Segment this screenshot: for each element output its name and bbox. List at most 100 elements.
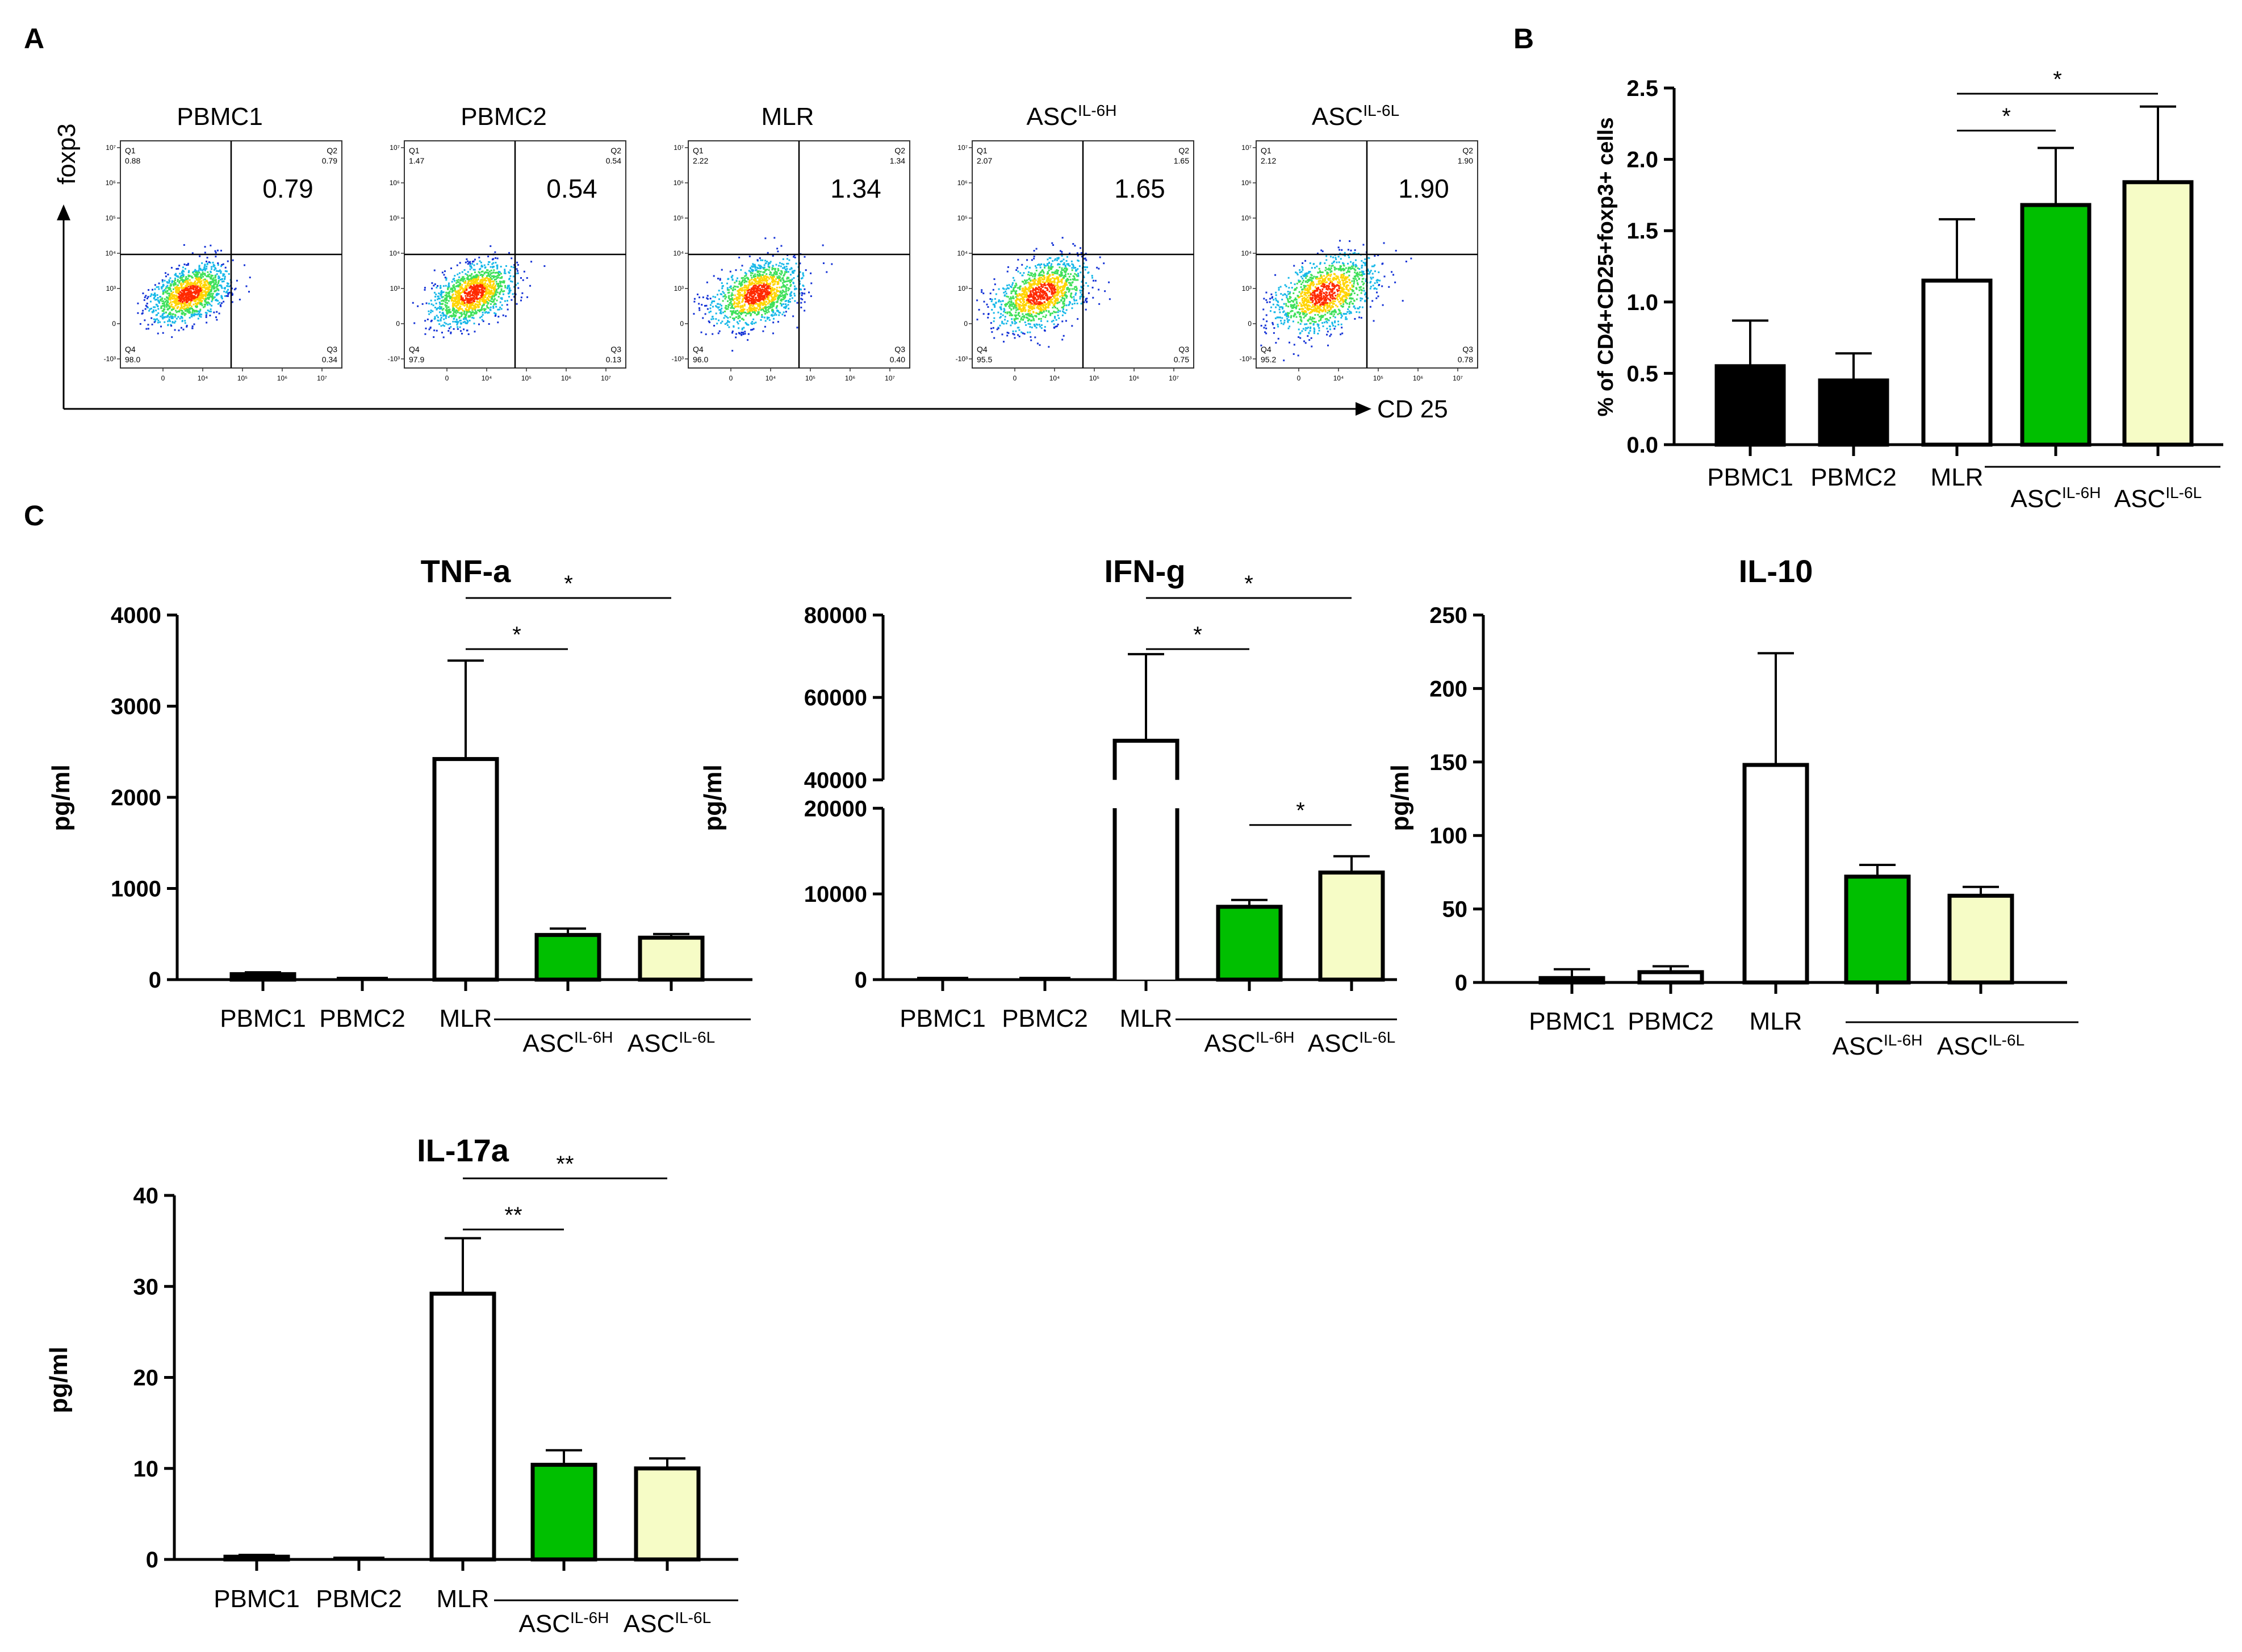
event-dot xyxy=(1045,303,1048,306)
event-dot xyxy=(1002,300,1004,302)
event-dot xyxy=(485,300,487,303)
event-dot xyxy=(187,286,190,288)
event-dot xyxy=(469,303,471,306)
event-dot xyxy=(495,314,497,316)
event-dot xyxy=(1083,301,1085,303)
event-dot xyxy=(457,292,459,295)
event-dot xyxy=(508,285,510,287)
event-dot xyxy=(1040,294,1043,296)
event-dot xyxy=(440,320,442,322)
event-dot xyxy=(459,326,461,328)
event-dot xyxy=(219,302,221,304)
event-dot xyxy=(195,288,197,290)
event-dot xyxy=(763,310,765,312)
event-dot xyxy=(184,299,186,301)
event-dot xyxy=(709,321,711,324)
event-dot xyxy=(472,284,475,286)
event-dot xyxy=(195,306,197,308)
event-dot xyxy=(169,313,171,315)
event-dot xyxy=(743,292,746,295)
event-dot xyxy=(182,274,184,277)
event-dot xyxy=(698,307,701,310)
event-dot xyxy=(1076,299,1078,302)
event-dot xyxy=(465,281,467,283)
event-dot xyxy=(457,284,459,286)
event-dot xyxy=(784,307,787,310)
event-dot xyxy=(474,288,476,291)
event-dot xyxy=(450,326,452,328)
event-dot xyxy=(215,267,217,270)
event-dot xyxy=(458,316,461,318)
event-dot xyxy=(762,279,764,282)
event-dot xyxy=(488,275,491,278)
event-dot xyxy=(460,298,462,300)
event-dot xyxy=(491,281,493,283)
event-dot xyxy=(164,272,166,274)
event-dot xyxy=(766,295,768,297)
event-dot xyxy=(500,266,502,268)
event-dot xyxy=(162,313,164,315)
event-dot xyxy=(787,304,789,306)
event-dot xyxy=(165,299,168,302)
event-dot xyxy=(762,285,764,287)
event-dot xyxy=(1035,248,1038,250)
event-dot xyxy=(437,285,439,287)
event-dot xyxy=(698,296,701,299)
event-dot xyxy=(195,273,197,275)
event-dot xyxy=(235,287,237,290)
event-dot xyxy=(794,300,796,302)
event-dot xyxy=(1020,310,1023,312)
event-dot xyxy=(802,285,804,287)
event-dot xyxy=(201,262,203,264)
event-dot xyxy=(1040,306,1042,308)
event-dot xyxy=(196,290,199,292)
event-dot xyxy=(769,276,772,278)
event-dot xyxy=(450,288,452,291)
event-dot xyxy=(767,298,769,300)
event-dot xyxy=(216,273,218,275)
event-dot xyxy=(758,300,760,302)
event-dot xyxy=(734,294,736,296)
event-dot xyxy=(199,310,202,312)
event-dot xyxy=(163,303,165,305)
event-dot xyxy=(1053,305,1056,307)
event-dot xyxy=(487,286,489,288)
q2-percentage: 1.34 xyxy=(830,174,881,203)
event-dot xyxy=(160,325,162,328)
event-dot xyxy=(1049,274,1051,276)
event-dot xyxy=(1064,312,1066,315)
event-dot xyxy=(776,248,779,250)
event-dot xyxy=(718,330,721,332)
event-dot xyxy=(1052,277,1054,279)
event-dot xyxy=(782,290,784,292)
event-dot xyxy=(433,269,436,271)
event-dot xyxy=(506,300,508,302)
event-dot xyxy=(213,283,215,285)
event-dot xyxy=(467,271,469,273)
event-dot xyxy=(178,265,181,267)
event-dot xyxy=(198,313,200,316)
event-dot xyxy=(487,256,490,258)
event-dot xyxy=(433,336,435,338)
event-dot xyxy=(766,301,768,303)
event-dot xyxy=(217,270,219,273)
event-dot xyxy=(490,279,492,282)
event-dot xyxy=(772,299,774,302)
event-dot xyxy=(1035,312,1038,314)
event-dot xyxy=(436,329,438,332)
event-dot xyxy=(1064,270,1066,273)
event-dot xyxy=(175,283,177,286)
event-dot xyxy=(754,294,756,296)
event-dot xyxy=(462,288,465,290)
event-dot xyxy=(167,320,169,323)
event-dot xyxy=(735,298,738,300)
event-dot xyxy=(772,301,774,303)
event-dot xyxy=(183,292,186,294)
event-dot xyxy=(1109,298,1111,300)
event-dot xyxy=(727,317,729,319)
event-dot xyxy=(822,244,824,246)
event-dot xyxy=(424,320,426,322)
event-dot xyxy=(1035,269,1038,271)
event-dot xyxy=(761,292,763,294)
event-dot xyxy=(1039,274,1041,277)
